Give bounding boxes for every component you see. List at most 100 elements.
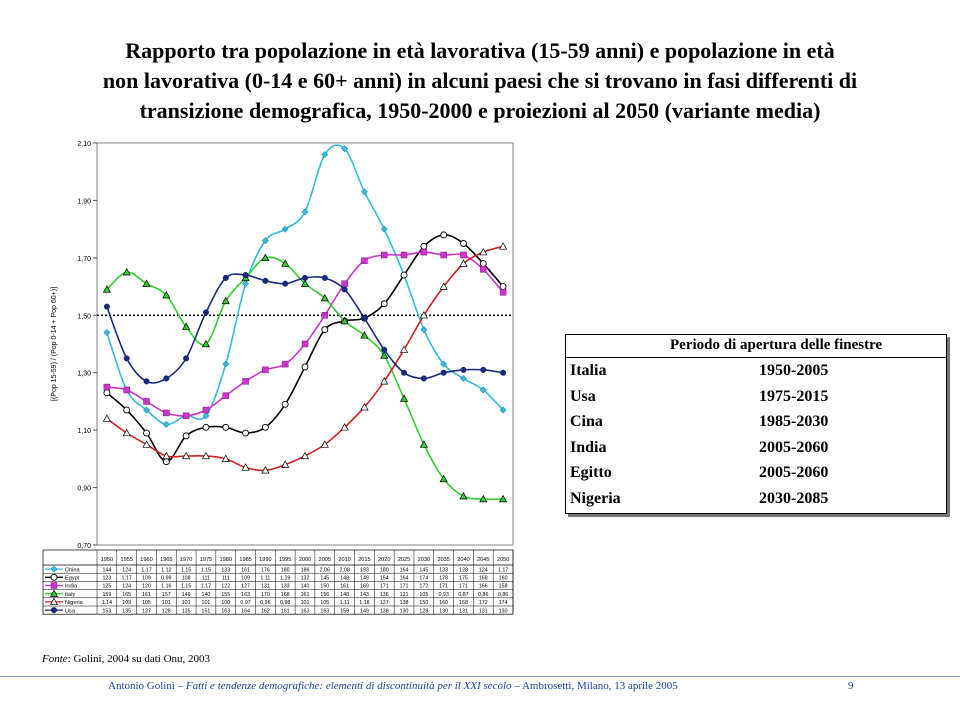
data-label-china: 133 bbox=[439, 567, 448, 573]
windows-country: India bbox=[570, 438, 607, 456]
data-point-usa bbox=[282, 280, 289, 287]
data-label-china: 145 bbox=[419, 567, 428, 573]
data-point-usa bbox=[222, 274, 229, 282]
y-tick-label: 1,70 bbox=[77, 256, 91, 263]
x-tick-label: 1960 bbox=[140, 557, 152, 563]
data-point-india bbox=[222, 392, 230, 399]
data-label-italy: 165 bbox=[122, 592, 131, 598]
data-point-india bbox=[460, 251, 467, 259]
data-label-india: 150 bbox=[320, 584, 329, 590]
data-label-italy: 170 bbox=[261, 592, 270, 598]
data-point-egypt bbox=[123, 406, 131, 414]
data-label-nigeria: 101 bbox=[202, 600, 211, 606]
data-label-china: 133 bbox=[221, 567, 230, 573]
data-label-nigeria: 105 bbox=[142, 600, 151, 606]
data-label-china: 161 bbox=[241, 567, 250, 573]
legend-marker-italy bbox=[49, 589, 59, 597]
legend-label-nigeria: Nigeria bbox=[65, 600, 84, 606]
windows-table-header-label: Periodo di apertura delle finestre bbox=[670, 337, 883, 353]
windows-row: India 2005-2060 bbox=[566, 435, 946, 461]
data-point-nigeria bbox=[300, 451, 310, 460]
data-point-china bbox=[321, 150, 329, 159]
windows-row: Nigeria 2030-2085 bbox=[566, 486, 946, 512]
data-label-china: 1.15 bbox=[201, 567, 211, 573]
footer-credit: Antonio Golini – Fatti e tendenze demogr… bbox=[108, 680, 678, 692]
data-label-egypt: 174 bbox=[419, 576, 428, 582]
data-label-egypt: 109 bbox=[142, 576, 151, 582]
legend-marker-india bbox=[50, 582, 58, 589]
y-axis-label: [(Pop 15-59) / (Pop 0-14 + Pop 60+)] bbox=[51, 287, 58, 401]
data-point-usa bbox=[143, 378, 150, 385]
data-label-nigeria: 0,96 bbox=[260, 600, 270, 606]
data-label-india: 171 bbox=[439, 584, 448, 590]
footer-author: Antonio Golini bbox=[108, 680, 175, 692]
data-point-egypt bbox=[301, 363, 309, 371]
data-label-nigeria: 1.14 bbox=[102, 600, 112, 606]
data-label-china: 1.12 bbox=[161, 567, 171, 573]
source-label: Fonte bbox=[42, 653, 68, 665]
data-label-china: 164 bbox=[400, 567, 409, 573]
data-point-italy bbox=[399, 394, 409, 402]
data-label-usa: 128 bbox=[162, 608, 171, 614]
data-label-usa: 131 bbox=[459, 608, 468, 614]
data-label-italy: 136 bbox=[380, 592, 389, 598]
x-tick-label: 1990 bbox=[259, 557, 271, 563]
x-tick-label: 2015 bbox=[358, 557, 370, 563]
data-point-usa bbox=[480, 366, 487, 373]
data-point-usa bbox=[123, 355, 130, 362]
title-line-3: transizione demografica, 1950-2000 e pro… bbox=[139, 98, 821, 123]
data-point-nigeria bbox=[122, 428, 131, 437]
data-label-india: 140 bbox=[301, 584, 310, 590]
data-point-italy bbox=[320, 293, 329, 302]
data-point-china bbox=[281, 225, 289, 233]
data-label-india: 169 bbox=[360, 584, 369, 590]
data-point-egypt bbox=[202, 423, 210, 431]
data-point-china bbox=[162, 420, 170, 428]
data-label-nigeria: 109 bbox=[122, 600, 131, 606]
data-label-nigeria: 101 bbox=[301, 600, 310, 606]
data-point-usa bbox=[262, 277, 269, 284]
data-label-italy: 156 bbox=[320, 592, 329, 598]
data-label-nigeria: 127 bbox=[380, 600, 389, 606]
data-point-italy bbox=[479, 494, 488, 503]
data-point-china bbox=[261, 237, 269, 245]
data-point-china bbox=[459, 374, 468, 383]
data-point-italy bbox=[182, 322, 191, 330]
data-point-egypt bbox=[420, 242, 428, 250]
data-point-egypt bbox=[182, 432, 190, 440]
data-point-italy bbox=[221, 296, 230, 305]
data-label-nigeria: 160 bbox=[439, 600, 448, 606]
data-label-egypt: 108 bbox=[182, 576, 191, 582]
windows-row: Usa 1975-2015 bbox=[566, 384, 946, 410]
data-label-nigeria: 101 bbox=[162, 600, 171, 606]
data-point-italy bbox=[499, 494, 508, 503]
data-label-nigeria: 168 bbox=[459, 600, 468, 606]
data-point-india bbox=[341, 280, 348, 287]
data-label-india: 171 bbox=[380, 584, 389, 590]
data-point-china bbox=[301, 208, 309, 216]
footer-divider bbox=[0, 676, 960, 677]
data-point-italy bbox=[380, 351, 389, 359]
data-point-india bbox=[301, 340, 309, 348]
data-point-italy bbox=[340, 316, 349, 325]
data-point-china bbox=[479, 386, 487, 394]
page-title: Rapporto tra popolazione in età lavorati… bbox=[10, 36, 950, 126]
legend-marker-usa bbox=[50, 607, 58, 614]
data-label-china: 1.17 bbox=[498, 567, 508, 573]
legend-label-usa: Usa bbox=[65, 608, 76, 614]
windows-period: 1975-2015 bbox=[759, 387, 829, 405]
data-label-usa: 135 bbox=[122, 608, 131, 614]
data-label-china: 2,06 bbox=[320, 567, 330, 573]
y-tick-label: 0,90 bbox=[77, 486, 91, 493]
data-point-egypt bbox=[143, 429, 150, 437]
data-point-china bbox=[242, 280, 250, 288]
data-point-nigeria bbox=[399, 345, 409, 353]
data-label-egypt: 154 bbox=[380, 576, 389, 582]
data-label-nigeria: 138 bbox=[400, 600, 409, 606]
data-label-egypt: 111 bbox=[202, 576, 210, 582]
legend-label-egypt: Egypt bbox=[65, 576, 80, 582]
data-point-india bbox=[202, 406, 210, 414]
x-tick-label: 2035 bbox=[437, 557, 449, 563]
data-point-italy bbox=[439, 474, 448, 483]
footer-work: Fatti e tendenze demografiche: elementi … bbox=[185, 680, 512, 692]
